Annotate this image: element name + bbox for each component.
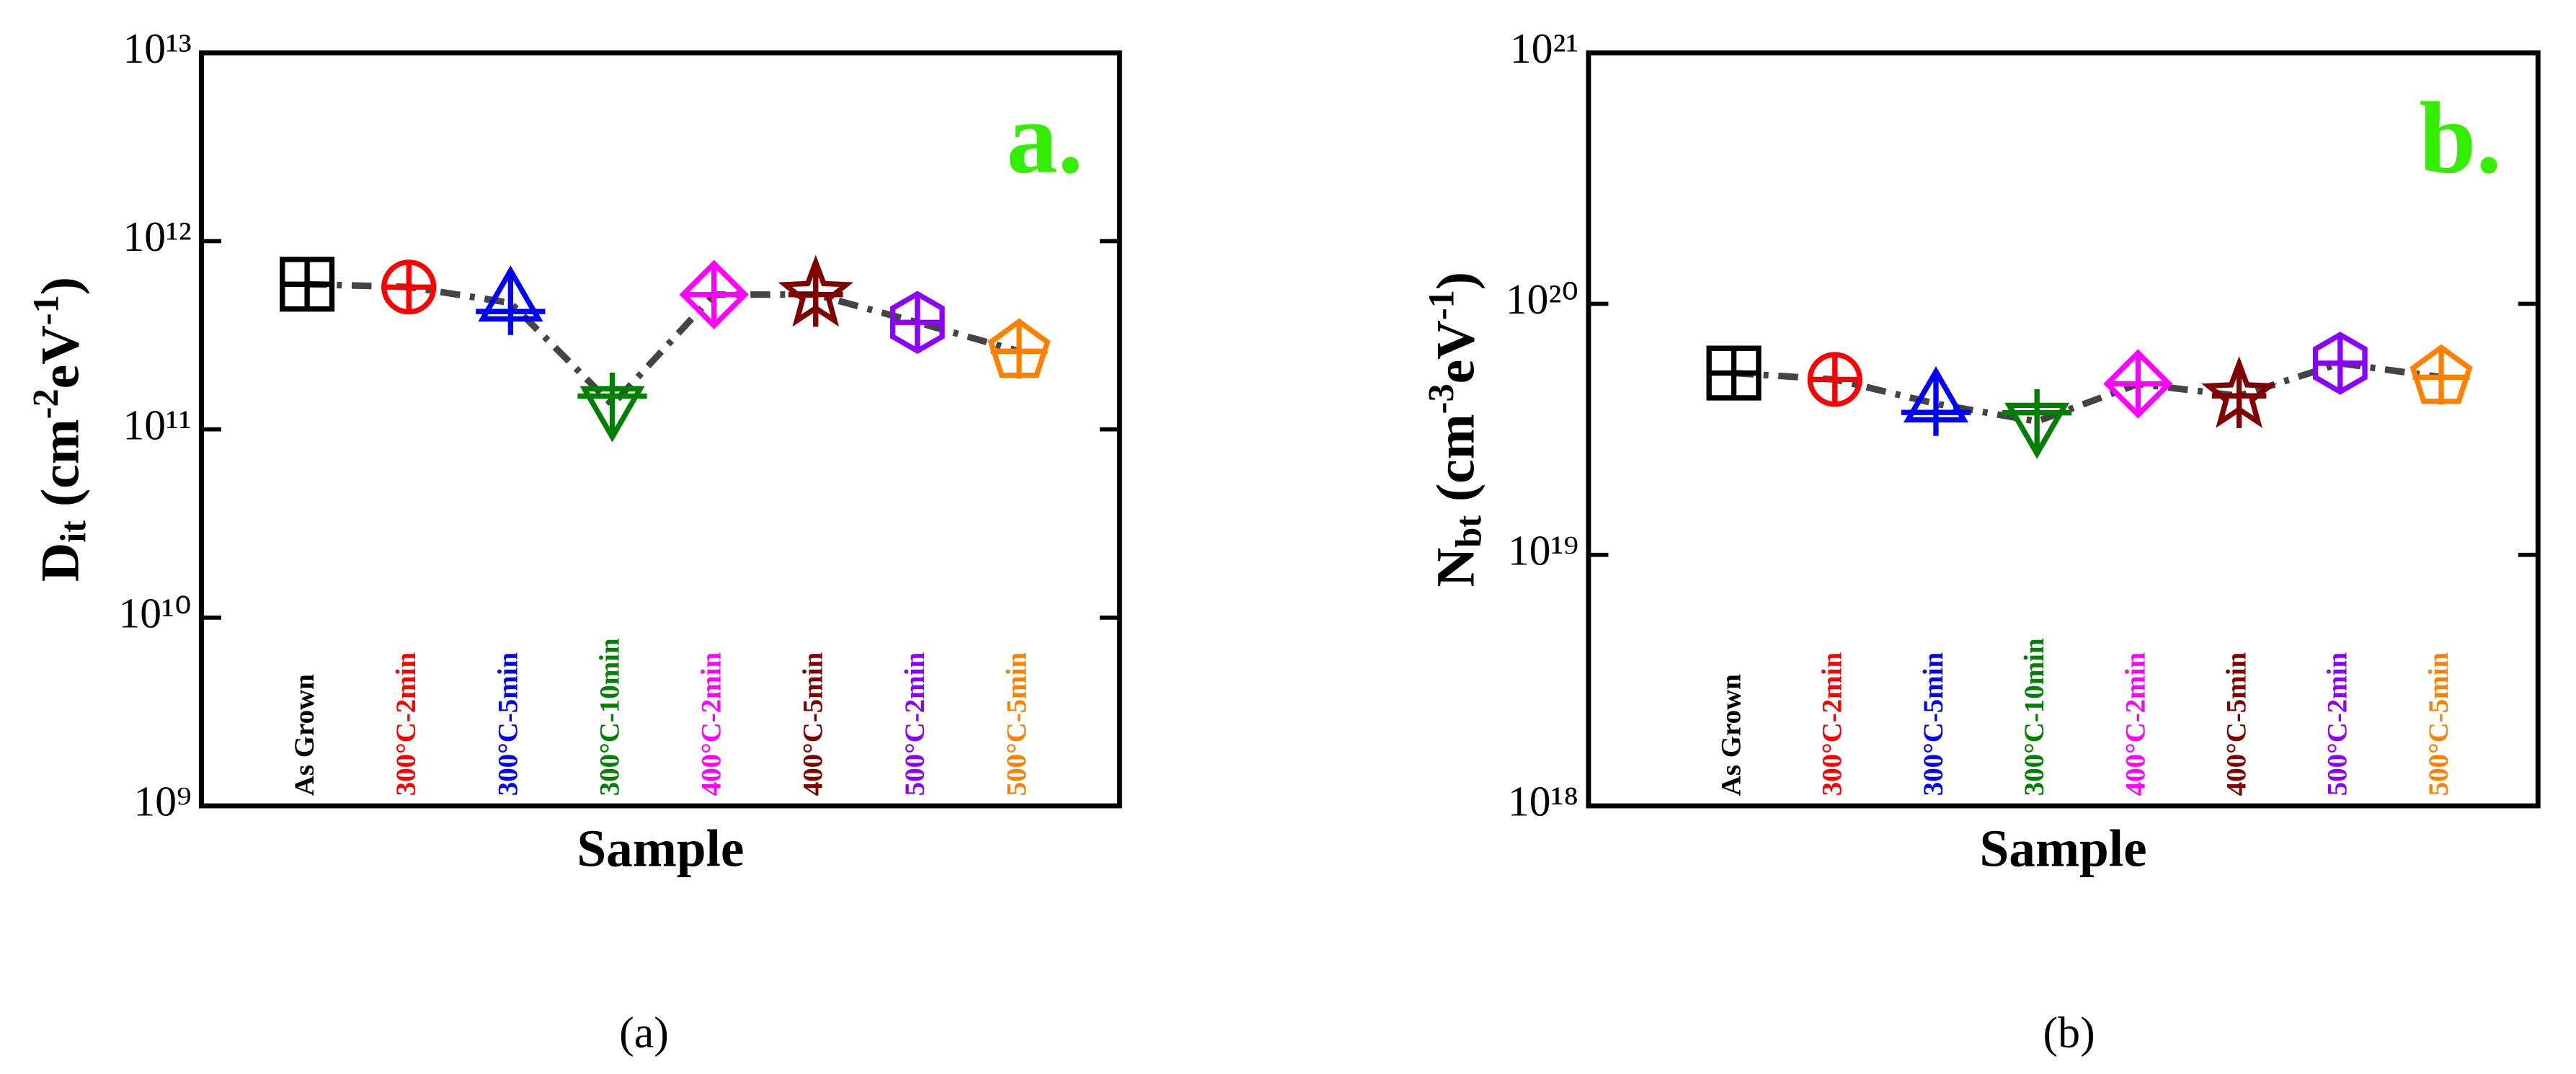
panel-label: a. [1006,81,1083,195]
chart-panel: 10⁹ 10¹⁰ 10¹¹ 10¹² 10¹³ As Grown 300°C-2min 300… [26,25,1122,1057]
y-tick-label: 10¹⁸ [1508,778,1578,825]
y-tick-label: 10¹¹ [123,401,191,448]
data-marker [2002,389,2072,459]
x-tick-label: 500°C-2min [2322,652,2353,796]
y-axis-label-part: -2 [26,389,66,419]
data-marker [476,265,546,335]
data-marker [679,259,749,329]
x-tick-label: As Grown [1715,674,1746,796]
y-axis-label-part: (cm [1426,414,1486,515]
y-tick-label: 10¹⁹ [1508,526,1578,574]
x-tick-label: 500°C-5min [1001,652,1032,796]
y-axis-label-part: it [53,520,93,543]
y-tick-label: 10¹² [123,213,191,260]
plot-frame [1586,50,2541,809]
y-axis-label-part: N [1426,548,1486,587]
y-tick-label: 10²¹ [1510,25,1578,72]
x-tick-label: 500°C-5min [2423,652,2454,796]
data-marker [1807,352,1862,407]
x-axis-label: Sample [1980,819,2147,877]
data-marker [577,372,647,443]
x-tick-label: 400°C-5min [2221,652,2252,796]
data-marker [280,257,335,312]
x-tick-label: 300°C-2min [1817,652,1848,796]
panel-label: b. [2419,81,2502,195]
x-tick-label: As Grown [289,674,320,796]
x-tick-label: 300°C-10min [594,638,625,796]
y-axis-label: Nbt (cm-3eV-1) [1421,272,1488,587]
data-marker [2201,356,2277,428]
y-axis-label-part: ) [31,277,91,295]
y-axis-label: Dit (cm-2eV-1) [26,277,93,582]
data-marker [2103,349,2173,419]
y-axis-label-part: eV [1426,320,1486,383]
data-marker [1706,345,1762,401]
plot-frame [199,50,1122,809]
y-axis-label-part: D [31,543,91,582]
y-axis-label-part: ) [1426,272,1486,290]
data-marker [778,254,854,327]
data-line [1733,360,2442,425]
x-tick-label: 400°C-5min [798,652,829,796]
caption: (b) [2043,1008,2095,1057]
x-tick-label: 500°C-2min [900,652,931,796]
x-axis-label: Sample [577,819,744,877]
data-marker [889,290,945,355]
x-tick-label: 300°C-10min [2019,638,2050,796]
x-tick-label: 300°C-5min [1918,652,1949,796]
y-axis-label-part: -1 [26,295,66,325]
figure-content: 10⁹ 10¹⁰ 10¹¹ 10¹² 10¹³ As Grown 300°C-2min 300… [26,25,2541,1057]
x-tick-label: 300°C-5min [492,652,523,796]
data-marker [1901,366,1971,436]
x-tick-label: 400°C-2min [2120,652,2151,796]
data-marker [2410,344,2473,405]
y-axis-label-part: eV [31,325,91,389]
y-axis-label-part: -3 [1421,383,1462,414]
y-axis-label-part: bt [1448,515,1488,548]
data-marker [2312,332,2368,395]
y-tick-label: 10¹³ [123,25,191,72]
data-marker [987,318,1051,379]
data-marker [381,259,437,315]
y-tick-label: 10²⁰ [1506,275,1578,323]
y-tick-label: 10⁹ [133,778,191,825]
y-axis-label-part: (cm [31,419,91,520]
y-tick-label: 10¹⁰ [118,590,191,637]
chart-panel: 10¹⁸ 10¹⁹ 10²⁰ 10²¹ As Grown 300°C-2min 300°C-… [1421,25,2541,1057]
x-tick-label: 300°C-2min [391,652,422,796]
x-tick-label: 400°C-2min [696,652,727,796]
caption: (a) [619,1008,669,1057]
y-axis-label-part: -1 [1421,290,1462,320]
